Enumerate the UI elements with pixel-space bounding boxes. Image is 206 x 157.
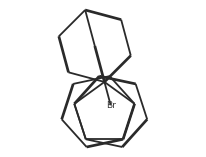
Text: Br: Br [106,101,116,110]
